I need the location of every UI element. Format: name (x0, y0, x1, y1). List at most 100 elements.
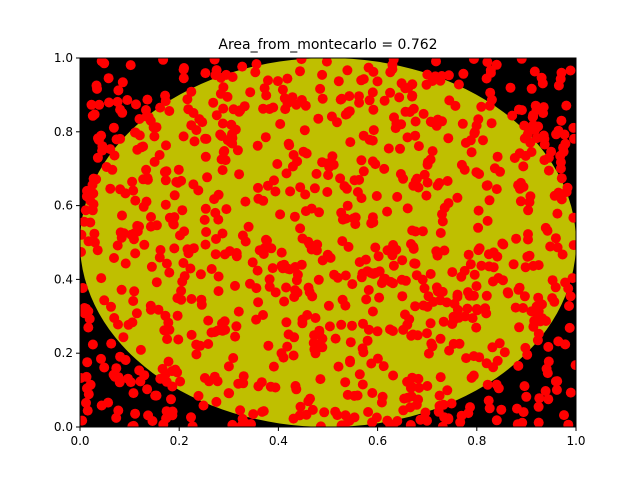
scatter-point (307, 291, 318, 302)
scatter-point (514, 322, 525, 333)
scatter-point (161, 140, 171, 151)
scatter-point (559, 410, 569, 421)
scatter-point (284, 140, 295, 151)
scatter-point (125, 60, 136, 71)
scatter-point (235, 405, 246, 416)
scatter-point (514, 282, 525, 293)
scatter-point (83, 322, 94, 333)
scatter-point (462, 303, 473, 314)
scatter-point (232, 145, 243, 156)
scatter-point (97, 145, 108, 156)
scatter-point (435, 372, 446, 383)
scatter-point (422, 328, 432, 339)
scatter-point (483, 395, 494, 406)
scatter-point (160, 369, 171, 380)
scatter-point (315, 374, 326, 385)
scatter-point (413, 182, 424, 193)
scatter-point (330, 406, 341, 417)
scatter-point (556, 194, 567, 205)
scatter-point (398, 173, 409, 184)
scatter-point (487, 342, 498, 353)
scatter-point (547, 275, 558, 286)
scatter-point (261, 234, 271, 245)
scatter-point (310, 348, 321, 359)
scatter-point (275, 119, 286, 129)
scatter-point (460, 137, 471, 148)
scatter-point (378, 361, 389, 372)
scatter-point (258, 103, 269, 114)
scatter-point (112, 240, 123, 251)
scatter-point (457, 118, 468, 129)
scatter-point (149, 156, 160, 167)
scatter-point (327, 151, 338, 162)
scatter-point (431, 58, 441, 67)
scatter-point (161, 258, 172, 269)
scatter-point (167, 381, 178, 392)
scatter-point (452, 289, 463, 300)
scatter-point (452, 192, 463, 203)
scatter-point (211, 234, 221, 244)
scatter-point (388, 260, 399, 271)
scatter-point (176, 175, 187, 186)
scatter-point (438, 399, 449, 410)
scatter-point (129, 234, 139, 245)
scatter-point (336, 319, 347, 330)
scatter-point (469, 128, 480, 139)
scatter-point (130, 408, 141, 419)
scatter-point (317, 342, 328, 353)
x-tick-label: 0.8 (467, 434, 486, 448)
scatter-point (397, 255, 408, 266)
scatter-point (259, 83, 270, 94)
scatter-point (464, 290, 475, 301)
scatter-point (569, 133, 576, 144)
scatter-point (486, 118, 497, 129)
scatter-point (83, 306, 94, 317)
scatter-point (276, 348, 287, 359)
scatter-point (260, 132, 271, 143)
scatter-point (195, 269, 206, 280)
scatter-point (519, 381, 530, 392)
scatter-point (471, 167, 482, 178)
scatter-point (499, 347, 510, 358)
scatter-point (248, 409, 259, 420)
scatter-point (557, 249, 568, 260)
scatter-point (485, 67, 496, 78)
scatter-point (568, 122, 576, 133)
scatter-point (287, 92, 298, 103)
scatter-point (113, 85, 124, 96)
scatter-point (253, 297, 264, 308)
y-tick-label: 0.8 (54, 125, 73, 139)
scatter-point (443, 70, 454, 81)
scatter-point (176, 285, 187, 296)
scatter-point (366, 358, 377, 369)
scatter-point (439, 245, 450, 256)
scatter-point (141, 105, 151, 115)
scatter-point (402, 203, 413, 214)
scatter-point (372, 76, 383, 87)
scatter-point (522, 251, 533, 262)
y-tick-label: 0.0 (54, 420, 73, 434)
scatter-point (543, 356, 554, 367)
scatter-point (322, 187, 333, 197)
scatter-point (193, 185, 204, 196)
scatter-point (112, 96, 123, 107)
scatter-point (196, 294, 207, 305)
scatter-point (419, 283, 430, 294)
scatter-point (342, 389, 353, 400)
scatter-point (550, 376, 561, 387)
scatter-point (444, 345, 455, 356)
scatter-point (105, 144, 116, 155)
scatter-point (395, 143, 405, 154)
scatter-point (336, 420, 347, 427)
scatter-point (556, 115, 567, 126)
scatter-point (189, 136, 200, 147)
scatter-point (482, 58, 493, 67)
scatter-point (432, 180, 443, 191)
scatter-point (138, 141, 149, 152)
scatter-point (497, 238, 508, 249)
scatter-point (162, 334, 173, 345)
scatter-point (410, 301, 421, 312)
scatter-point (340, 377, 351, 388)
scatter-point (473, 222, 484, 233)
scatter-point (310, 313, 321, 323)
